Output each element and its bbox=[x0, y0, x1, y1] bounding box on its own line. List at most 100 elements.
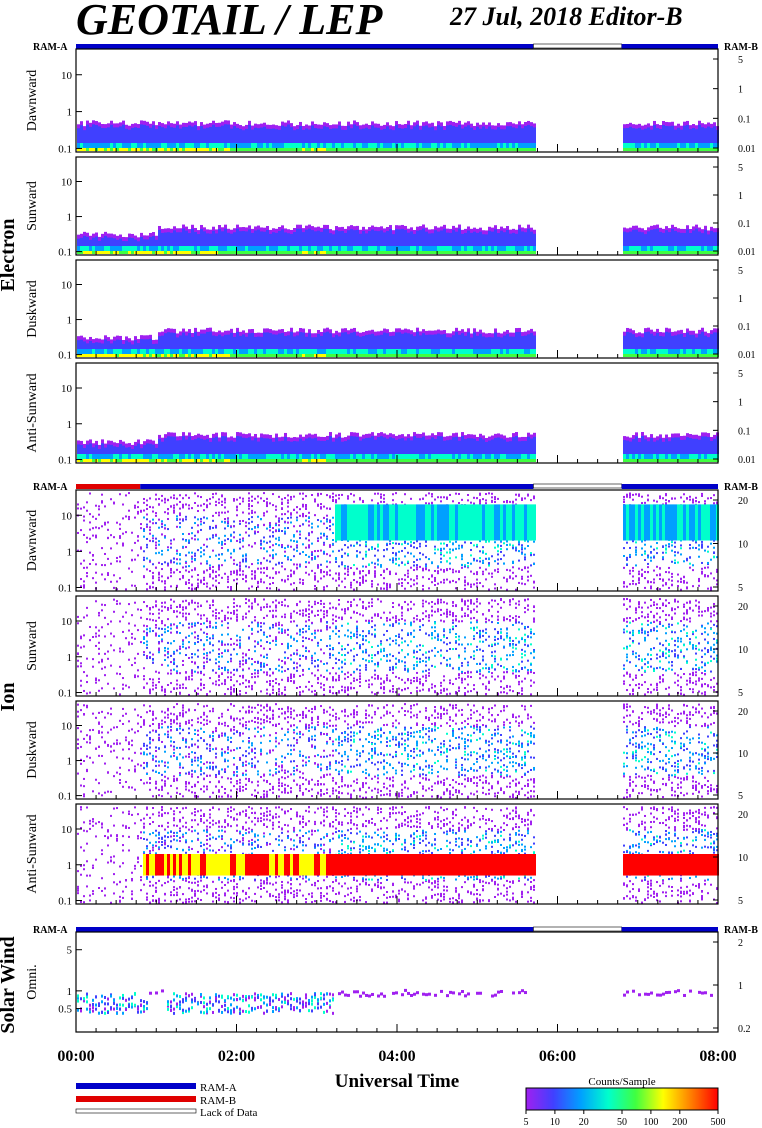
panel-label: Anti-Sunward bbox=[25, 814, 40, 893]
left-tick-label: 1 bbox=[67, 107, 73, 119]
left-tick-label: 0.1 bbox=[58, 791, 72, 803]
right-tick-label: 20 bbox=[738, 810, 748, 821]
left-tick-label: 1 bbox=[67, 315, 73, 327]
mode-segment-lack bbox=[533, 926, 622, 932]
panel-label: Anti-Sunward bbox=[25, 373, 40, 452]
mode-bar-electron: RAM-A RAM-B bbox=[33, 42, 758, 53]
mode-bar-ion: RAM-A RAM-B bbox=[33, 482, 758, 493]
legend-swatch-ram-a bbox=[76, 1083, 196, 1089]
left-tick-label: 10 bbox=[61, 280, 73, 292]
mode-bar-label-ram-a: RAM-A bbox=[33, 42, 68, 53]
right-tick-label: 5 bbox=[738, 369, 743, 380]
mode-bar-label-ram-b: RAM-B bbox=[724, 482, 758, 493]
spectrogram-data bbox=[77, 988, 713, 1015]
mode-segment-ram-a bbox=[621, 44, 718, 49]
left-tick-label: 1 bbox=[67, 986, 73, 998]
colorbar-title: Counts/Sample bbox=[588, 1076, 655, 1088]
mode-segment-lack bbox=[533, 43, 622, 49]
colorbar-tick-label: 50 bbox=[617, 1117, 627, 1128]
mode-segment-ram-a bbox=[621, 484, 718, 489]
mode-bar-label-ram-b: RAM-B bbox=[724, 925, 758, 936]
right-tick-label: 1 bbox=[738, 398, 743, 409]
x-tick-label: 06:00 bbox=[539, 1048, 576, 1065]
x-tick-label: 00:00 bbox=[57, 1048, 94, 1065]
right-tick-label: 5 bbox=[738, 791, 743, 802]
panel-electron-dawnward: 10 1 0.1 5 1 0.1 0.01 Dawnward bbox=[25, 48, 756, 155]
right-tick-label: 10 bbox=[738, 853, 748, 864]
right-tick-label: 0.01 bbox=[738, 350, 756, 361]
left-tick-label: 0.1 bbox=[58, 455, 72, 467]
left-tick-label: 10 bbox=[61, 70, 73, 82]
plot-title: GEOTAIL / LEP bbox=[76, 0, 383, 44]
right-tick-label: 2 bbox=[738, 938, 743, 949]
panel-label: Duskward bbox=[25, 721, 40, 779]
mode-bar-label-ram-b: RAM-B bbox=[724, 42, 758, 53]
left-tick-label: 0.1 bbox=[58, 350, 72, 362]
right-tick-label: 10 bbox=[738, 749, 748, 760]
left-tick-label: 0.1 bbox=[58, 688, 72, 700]
right-tick-label: 0.01 bbox=[738, 455, 756, 466]
right-tick-label: 10 bbox=[738, 540, 748, 551]
mode-segment-ram-a bbox=[76, 927, 534, 932]
right-tick-label: 0.1 bbox=[738, 322, 751, 333]
left-tick-label: 0.1 bbox=[58, 582, 72, 594]
right-tick-label: 5 bbox=[738, 55, 743, 66]
panel-label: Omni. bbox=[25, 964, 40, 999]
colorbar-tick-label: 200 bbox=[672, 1117, 687, 1128]
right-tick-label: 1 bbox=[738, 191, 743, 202]
left-tick-label: 1 bbox=[67, 212, 73, 224]
mode-segment-ram-b bbox=[76, 484, 141, 489]
spectrogram-data bbox=[77, 327, 719, 357]
right-tick-label: 1 bbox=[738, 981, 743, 992]
right-tick-label: 5 bbox=[738, 266, 743, 277]
left-tick-label: 10 bbox=[61, 616, 73, 628]
left-tick-label: 10 bbox=[61, 510, 73, 522]
spectrogram-data bbox=[77, 598, 718, 696]
spectrogram-data bbox=[77, 120, 719, 151]
group-label-solar-wind: Solar Wind bbox=[0, 936, 19, 1033]
spectrogram-data bbox=[77, 224, 719, 254]
colorbar-gradient bbox=[525, 1087, 719, 1111]
right-tick-label: 0.01 bbox=[738, 144, 756, 155]
spectrogram-data bbox=[77, 806, 719, 904]
panel-label: Dawnward bbox=[25, 510, 40, 571]
left-tick-label: 10 bbox=[61, 177, 73, 189]
left-tick-label: 0.1 bbox=[58, 247, 72, 259]
mode-bar-label-ram-a: RAM-A bbox=[33, 482, 68, 493]
panel-ion-anti-sunward: 10 1 0.1 20 10 5 Anti-Sunward bbox=[25, 803, 748, 908]
colorbar-tick-label: 500 bbox=[711, 1117, 726, 1128]
x-tick-label: 04:00 bbox=[378, 1048, 415, 1065]
right-tick-label: 5 bbox=[738, 896, 743, 907]
mode-bar-label-ram-a: RAM-A bbox=[33, 925, 68, 936]
right-tick-label: 0.1 bbox=[738, 114, 751, 125]
panel-ion-duskward: 10 1 0.1 20 10 5 Duskward bbox=[25, 700, 748, 803]
right-tick-label: 0.01 bbox=[738, 247, 756, 258]
colorbar-tick-label: 20 bbox=[579, 1117, 589, 1128]
left-tick-label: 10 bbox=[61, 721, 73, 733]
left-tick-label: 0.1 bbox=[58, 896, 72, 908]
right-tick-label: 20 bbox=[738, 496, 748, 507]
left-tick-label: 0.5 bbox=[58, 1004, 72, 1016]
date-editor-label: 27 Jul, 2018 Editor-B bbox=[450, 2, 683, 31]
panel-label: Sunward bbox=[25, 181, 40, 231]
panel-label: Sunward bbox=[25, 621, 40, 671]
mode-segment-lack bbox=[533, 483, 622, 489]
x-tick-label: 02:00 bbox=[218, 1048, 255, 1065]
left-tick-label: 5 bbox=[67, 945, 73, 957]
left-tick-label: 0.1 bbox=[58, 143, 72, 155]
right-tick-label: 0.1 bbox=[738, 426, 751, 437]
right-tick-label: 1 bbox=[738, 294, 743, 305]
legend-label-ram-a: RAM-A bbox=[200, 1082, 237, 1094]
panel-ion-dawnward: 10 1 0.1 20 10 5 Dawnward bbox=[25, 489, 748, 594]
colorbar-tick-label: 5 bbox=[524, 1117, 529, 1128]
left-tick-label: 1 bbox=[67, 419, 73, 431]
right-tick-label: 5 bbox=[738, 688, 743, 699]
spectrogram-data bbox=[77, 703, 718, 799]
legend-swatch-lack bbox=[75, 1108, 197, 1114]
panel-label: Dawnward bbox=[25, 70, 40, 131]
left-tick-label: 10 bbox=[61, 824, 73, 836]
right-tick-label: 0.2 bbox=[738, 1024, 751, 1035]
panel-electron-anti-sunward: 10 1 0.1 5 1 0.1 0.01 Anti-Sunward bbox=[25, 362, 756, 467]
